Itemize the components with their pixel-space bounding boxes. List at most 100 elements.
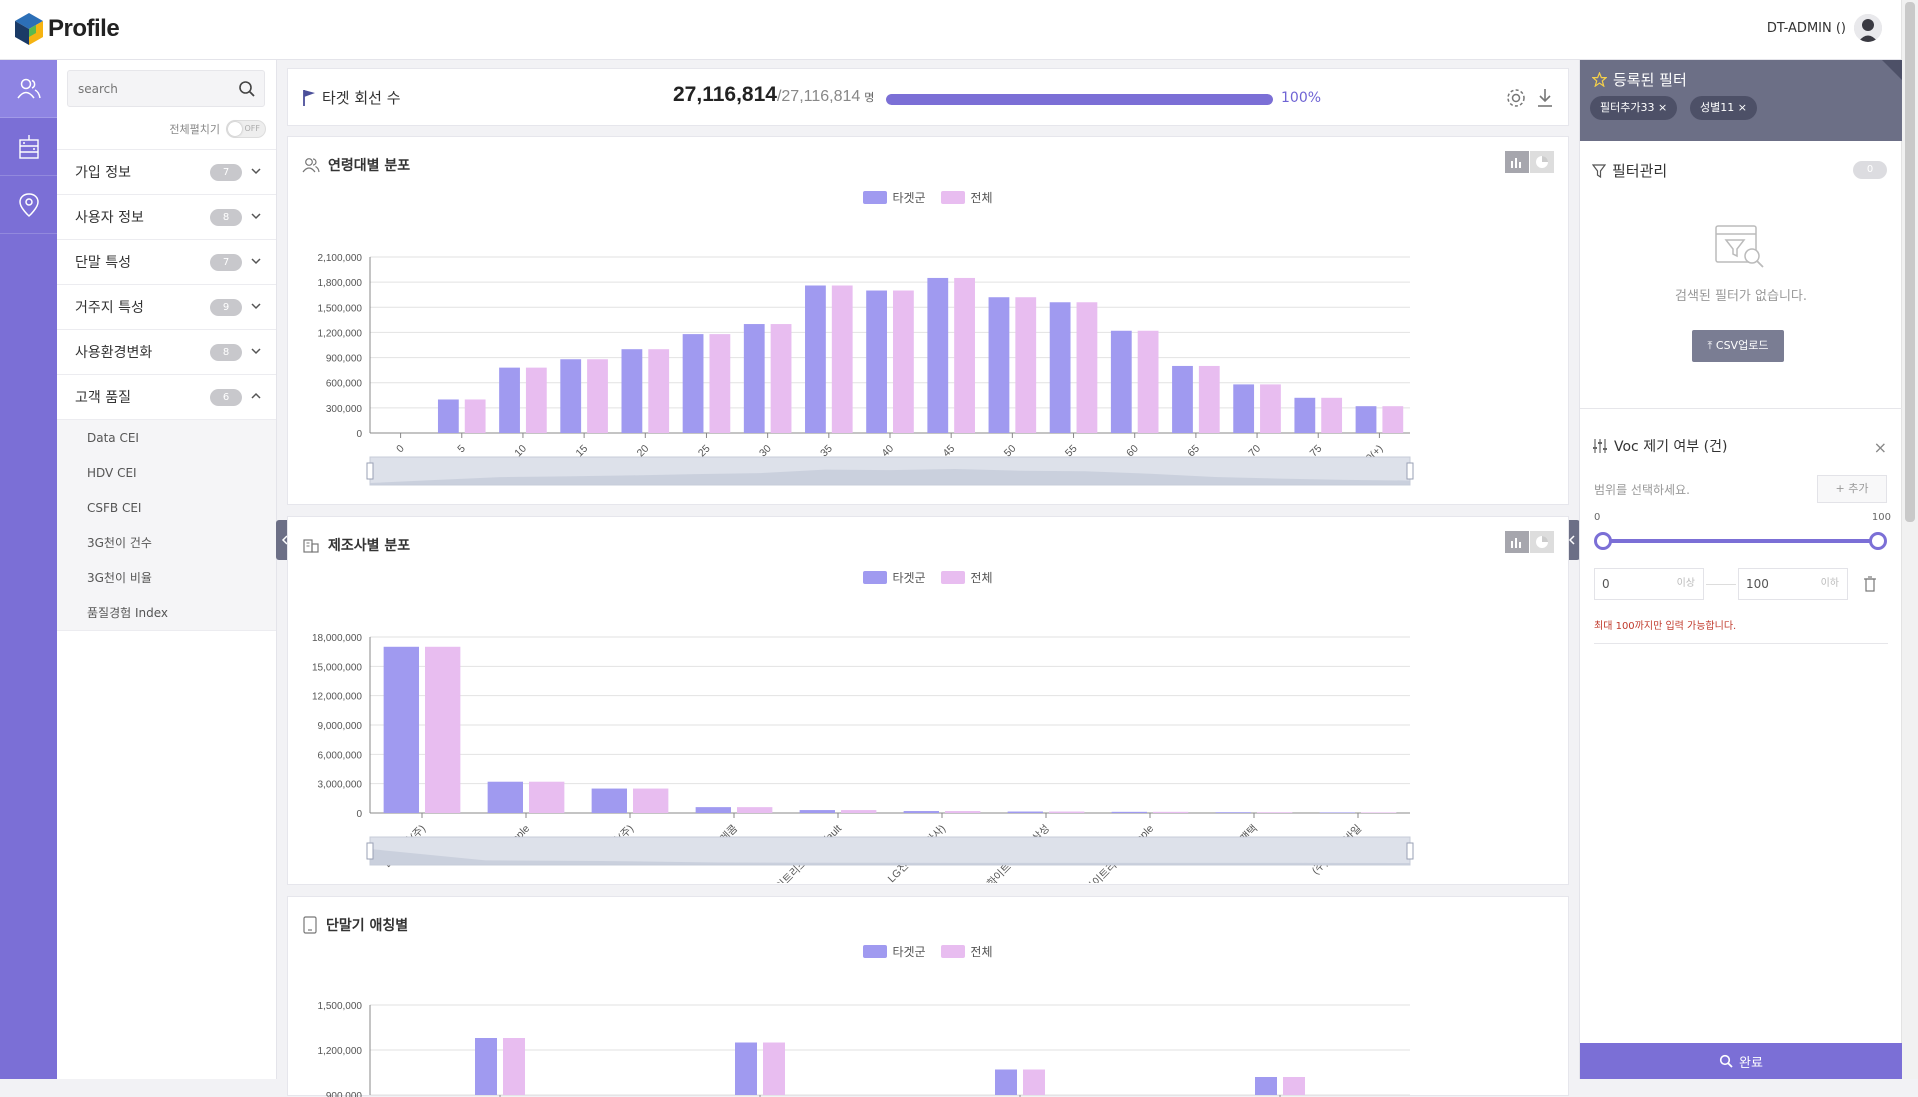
bar-target <box>995 1069 1017 1095</box>
bar-chart-button[interactable] <box>1505 531 1529 553</box>
y-tick-label: 15,000,000 <box>312 662 362 673</box>
category-env-change[interactable]: 사용환경변화 8 <box>57 329 276 374</box>
bar-target <box>487 781 523 813</box>
bar-all <box>529 781 565 813</box>
legend-swatch <box>863 945 888 958</box>
search-box <box>67 70 265 107</box>
category-join-info[interactable]: 가입 정보 7 <box>57 149 276 194</box>
search-icon[interactable] <box>238 80 256 98</box>
flag-icon <box>303 89 315 106</box>
quality-subitems: Data CEI HDV CEI CSFB CEI 3G천이 건수 3G천이 비… <box>57 419 276 631</box>
category-label: 고객 품질 <box>75 390 131 406</box>
chip-close-icon[interactable]: × <box>1737 101 1747 114</box>
top-bar: Profile DT-ADMIN () <box>0 0 1918 60</box>
category-user-info[interactable]: 사용자 정보 8 <box>57 194 276 239</box>
add-range-button[interactable]: + 추가 <box>1817 475 1887 503</box>
y-tick-label: 18,000,000 <box>312 633 362 644</box>
chip-close-icon[interactable]: × <box>1657 101 1668 114</box>
bar-all <box>633 788 669 813</box>
nav-location[interactable] <box>0 176 57 234</box>
bar-all <box>1321 397 1343 433</box>
subitem-quality-index[interactable]: 품질경험 Index <box>87 606 169 620</box>
slider-max-handle[interactable] <box>1869 532 1887 550</box>
range-slider-track[interactable] <box>1602 539 1877 543</box>
subitem-hdv-cei[interactable]: HDV CEI <box>87 465 137 480</box>
target-progress-bar <box>886 94 1273 105</box>
max-suffix: 이하 <box>1820 578 1839 589</box>
search-input[interactable] <box>68 71 228 106</box>
bar-target <box>1215 812 1251 813</box>
nav-network[interactable] <box>0 118 57 176</box>
bar-all <box>587 359 608 433</box>
bar-target <box>799 810 835 813</box>
trash-icon[interactable] <box>1863 576 1877 592</box>
legend-swatch <box>863 191 888 204</box>
registered-filters: 등록된 필터 필터추가33 × 성별11 × <box>1580 60 1902 141</box>
bar-all <box>464 399 486 433</box>
y-tick-label: 0 <box>356 809 362 820</box>
filter-mgmt-title-wrap: 필터관리 <box>1592 160 1667 181</box>
avatar[interactable] <box>1854 14 1882 42</box>
bar-target <box>1255 1077 1277 1095</box>
legend-all[interactable]: 전체 <box>941 189 993 206</box>
settings-gear-icon[interactable] <box>1505 87 1527 109</box>
chart-type-toggle <box>1505 151 1554 173</box>
legend-target[interactable]: 타겟군 <box>863 569 926 586</box>
csv-upload-button[interactable]: ⤒ CSV업로드 <box>1692 330 1784 362</box>
bar-all <box>1382 406 1404 433</box>
pie-chart-button[interactable] <box>1530 151 1554 173</box>
y-tick-label: 2,100,000 <box>318 253 363 264</box>
legend-target[interactable]: 타겟군 <box>863 943 926 960</box>
chart-legend: 타겟군 전체 <box>288 943 1568 961</box>
filter-chip[interactable]: 성별11 × <box>1690 96 1757 120</box>
bar-target <box>1049 302 1071 433</box>
category-device[interactable]: 단말 특성 7 <box>57 239 276 284</box>
chip-label: 성별11 <box>1700 101 1735 114</box>
nav-user-profile[interactable] <box>0 60 57 118</box>
min-value-input[interactable]: 0 이상 <box>1594 568 1704 600</box>
close-icon[interactable]: × <box>1873 438 1887 457</box>
subitem-data-cei[interactable]: Data CEI <box>87 430 139 445</box>
subitem-3g-count[interactable]: 3G천이 건수 <box>87 536 152 550</box>
subitem-csfb-cei[interactable]: CSFB CEI <box>87 500 142 515</box>
bar-all <box>1023 1069 1045 1095</box>
legend-swatch <box>863 571 888 584</box>
filter-sidebar: 전체펼치기 OFF 가입 정보 7 사용자 정보 8 단말 특성 7 거주지 특성 9 … <box>57 60 277 1079</box>
category-count-badge: 7 <box>210 164 242 181</box>
model-distribution-card: 단말기 애칭별 타겟군 전체 900,000 1,200,000 1,500,000 <box>287 896 1569 1097</box>
category-quality[interactable]: 고객 품질 6 <box>57 374 276 419</box>
logo-cube-icon <box>15 13 43 45</box>
expand-all-toggle[interactable]: OFF <box>226 120 266 138</box>
maker-distribution-card: 제조사별 분포 타겟군 전체 0 3,000,000 6,000,000 9,000,… <box>287 516 1569 885</box>
scrollbar-thumb[interactable] <box>1905 2 1915 522</box>
empty-filter-icon <box>1715 225 1764 268</box>
done-button[interactable]: 완료 <box>1580 1043 1902 1079</box>
slider-min-handle[interactable] <box>1594 532 1612 550</box>
y-tick-label: 1,500,000 <box>318 303 363 314</box>
app-logo[interactable]: Profile <box>14 12 120 46</box>
bar-chart-button[interactable] <box>1505 151 1529 173</box>
slider-max-label: 100 <box>1871 512 1891 523</box>
pie-chart-button[interactable] <box>1530 531 1554 553</box>
corner-fold-icon[interactable] <box>1882 60 1902 80</box>
page-scrollbar[interactable] <box>1901 0 1918 1079</box>
min-suffix: 이상 <box>1676 578 1695 589</box>
category-residence[interactable]: 거주지 특성 9 <box>57 284 276 329</box>
legend-all[interactable]: 전체 <box>941 569 993 586</box>
max-value-input[interactable]: 100 이하 <box>1738 568 1848 600</box>
filter-chip[interactable]: 필터추가33 × <box>1590 96 1678 120</box>
zoom-slider-track <box>369 836 1411 866</box>
download-icon[interactable] <box>1535 87 1555 109</box>
subitem-3g-ratio[interactable]: 3G천이 비율 <box>87 571 152 585</box>
registered-title-wrap: 등록된 필터 <box>1592 69 1687 90</box>
y-tick-label: 0 <box>356 429 362 440</box>
legend-target[interactable]: 타겟군 <box>863 189 926 206</box>
bar-all <box>503 1038 525 1095</box>
legend-all[interactable]: 전체 <box>941 943 993 960</box>
y-tick-label: 1,500,000 <box>318 1001 363 1012</box>
model-bar-chart: 900,000 1,200,000 1,500,000 <box>318 1001 1410 1097</box>
user-menu[interactable]: DT-ADMIN () <box>1767 14 1882 42</box>
registered-title: 등록된 필터 <box>1613 71 1687 89</box>
slider-min-label: 0 <box>1594 512 1601 523</box>
y-tick-label: 12,000,000 <box>312 692 362 703</box>
